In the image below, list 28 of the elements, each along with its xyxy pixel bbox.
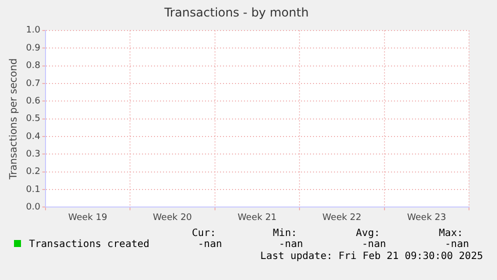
y-tick-label: 0.5: [26, 114, 40, 124]
x-tick-label: Week 22: [322, 212, 362, 223]
text: Last update: Fri Feb 21 09:30:00 2025: [260, 251, 483, 263]
text: -nan: [444, 239, 469, 251]
y-tick-label: 0.2: [26, 167, 40, 178]
y-tick-label: 1.0: [26, 26, 41, 36]
y-axis-title: Transactions per second: [8, 58, 20, 180]
text: Max:: [438, 228, 463, 240]
y-tick-label: 0.4: [26, 132, 41, 142]
text: Avg:: [356, 228, 380, 240]
x-tick-label: Week 20: [152, 212, 192, 223]
text: Min:: [272, 228, 297, 240]
y-tick-label: 0.1: [26, 184, 40, 195]
chart-title: Transactions - by month: [163, 5, 309, 20]
y-tick-label: 0.6: [26, 96, 41, 106]
y-tick-label: 0.9: [26, 43, 41, 54]
x-tick-label: Week 21: [238, 212, 277, 223]
y-tick-label: 0.7: [26, 78, 40, 89]
legend-label: Transactions created: [28, 239, 150, 251]
x-tick-label: Week 23: [407, 212, 446, 223]
y-tick-label: 0.8: [26, 61, 41, 72]
text: -nan: [362, 239, 386, 251]
x-tick-label: Week 19: [68, 212, 108, 223]
y-tick-label: 0.3: [26, 150, 40, 160]
text: Cur:: [192, 228, 216, 240]
text: -nan: [198, 239, 222, 251]
text: -nan: [278, 239, 303, 251]
y-tick-label: 0.0: [26, 202, 41, 213]
